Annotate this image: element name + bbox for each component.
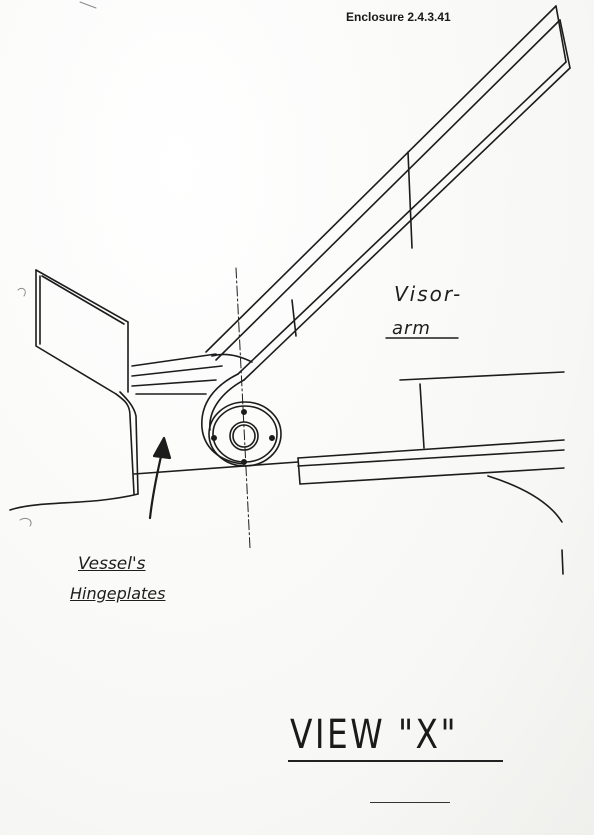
- deck-line: [133, 461, 299, 475]
- hingeplates-label-line2: Hingeplates: [70, 584, 166, 603]
- hinge-pivot: [208, 401, 282, 467]
- hinge-plate: [9, 269, 253, 511]
- right-structure: [297, 371, 565, 575]
- visor-arm: [201, 5, 571, 465]
- enclosure-reference: Enclosure 2.4.3.41: [346, 10, 451, 24]
- visor-arm-label-line1: Visor-: [394, 282, 463, 306]
- visor-arm-label-line2: arm: [392, 318, 431, 339]
- bottom-rule: [370, 802, 450, 803]
- view-title: VIEW "X": [290, 712, 459, 758]
- pivot-centreline: [235, 267, 251, 549]
- hingeplates-arrow: [148, 436, 172, 520]
- hingeplates-label-line1: Vessel's: [78, 554, 146, 574]
- view-title-underline: [288, 760, 503, 762]
